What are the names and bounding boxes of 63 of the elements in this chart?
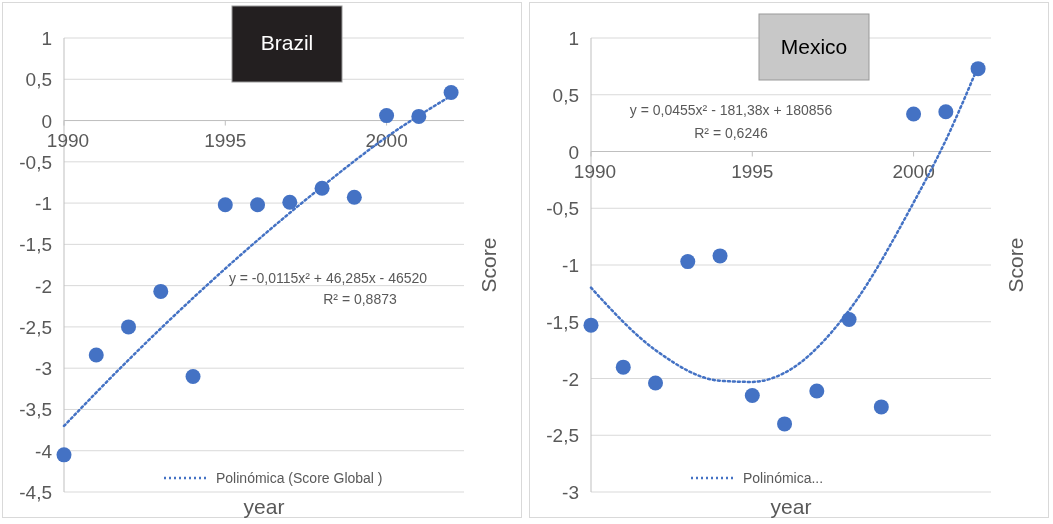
point [153, 283, 169, 299]
x-tick-label: 1995 [731, 160, 774, 182]
point [970, 61, 986, 77]
annotation: R² = 0,6246 [694, 124, 768, 141]
x-axis-title: year [770, 495, 812, 518]
y-tick-label: -1 [562, 255, 579, 276]
x-tick-label: 1990 [573, 160, 617, 182]
point [809, 383, 825, 399]
y-tick-label: 0,5 [25, 69, 52, 91]
point [583, 317, 599, 333]
y-tick-label: -3 [562, 482, 579, 503]
y-tick-label: 1 [41, 28, 52, 49]
chart-title: Brazil [260, 31, 314, 54]
annotation: y = -0,0115x² + 46,285x - 46520 [228, 270, 428, 287]
y-tick-label: -0,5 [546, 198, 579, 220]
y-tick-label: -2,5 [546, 425, 579, 447]
legend-label: Polinómica (Score Global ) [216, 470, 383, 486]
point [411, 108, 427, 124]
x-tick-label: 1990 [46, 129, 90, 151]
annotation: R² = 0,8873 [323, 290, 397, 307]
point [185, 368, 201, 384]
point [680, 254, 696, 270]
point [250, 197, 266, 213]
chart-title: Mexico [780, 35, 848, 58]
y-tick-label: -0,5 [19, 151, 52, 173]
point [346, 189, 362, 205]
point [938, 104, 954, 120]
point [121, 319, 137, 335]
legend-label: Polinómica... [743, 470, 824, 486]
point [615, 359, 631, 375]
y-tick-label: -1 [35, 193, 52, 215]
point [217, 197, 233, 213]
point [379, 108, 395, 124]
x-axis-title: year [243, 495, 285, 518]
y-tick-label: -3 [35, 358, 52, 380]
point [777, 416, 793, 432]
y-tick-label: 1 [568, 28, 579, 49]
y-tick-label: -2 [562, 368, 579, 390]
point [88, 347, 104, 363]
point [906, 106, 922, 122]
point [873, 399, 889, 415]
y-tick-label: -1,5 [19, 234, 52, 256]
point [712, 248, 728, 264]
y-tick-label: -1,5 [546, 311, 579, 333]
y-axis-title: Score [1004, 237, 1027, 293]
x-tick-label: 1995 [204, 129, 247, 151]
point [443, 84, 459, 100]
y-tick-label: -4,5 [19, 482, 52, 503]
y-tick-label: -2 [35, 275, 52, 297]
point [56, 447, 72, 463]
y-tick-label: 0,5 [552, 84, 579, 106]
point [282, 194, 298, 210]
y-axis-title: Score [477, 237, 500, 293]
y-tick-label: 0 [568, 141, 579, 163]
point [744, 388, 760, 404]
y-tick-label: 0 [41, 110, 52, 132]
y-tick-label: -4 [35, 440, 53, 462]
point [314, 180, 330, 196]
y-tick-label: -3,5 [19, 399, 52, 421]
point [841, 311, 857, 327]
y-tick-label: -2,5 [19, 316, 52, 338]
point [648, 375, 664, 391]
annotation: y = 0,0455x² - 181,38x + 180856 [629, 102, 833, 119]
